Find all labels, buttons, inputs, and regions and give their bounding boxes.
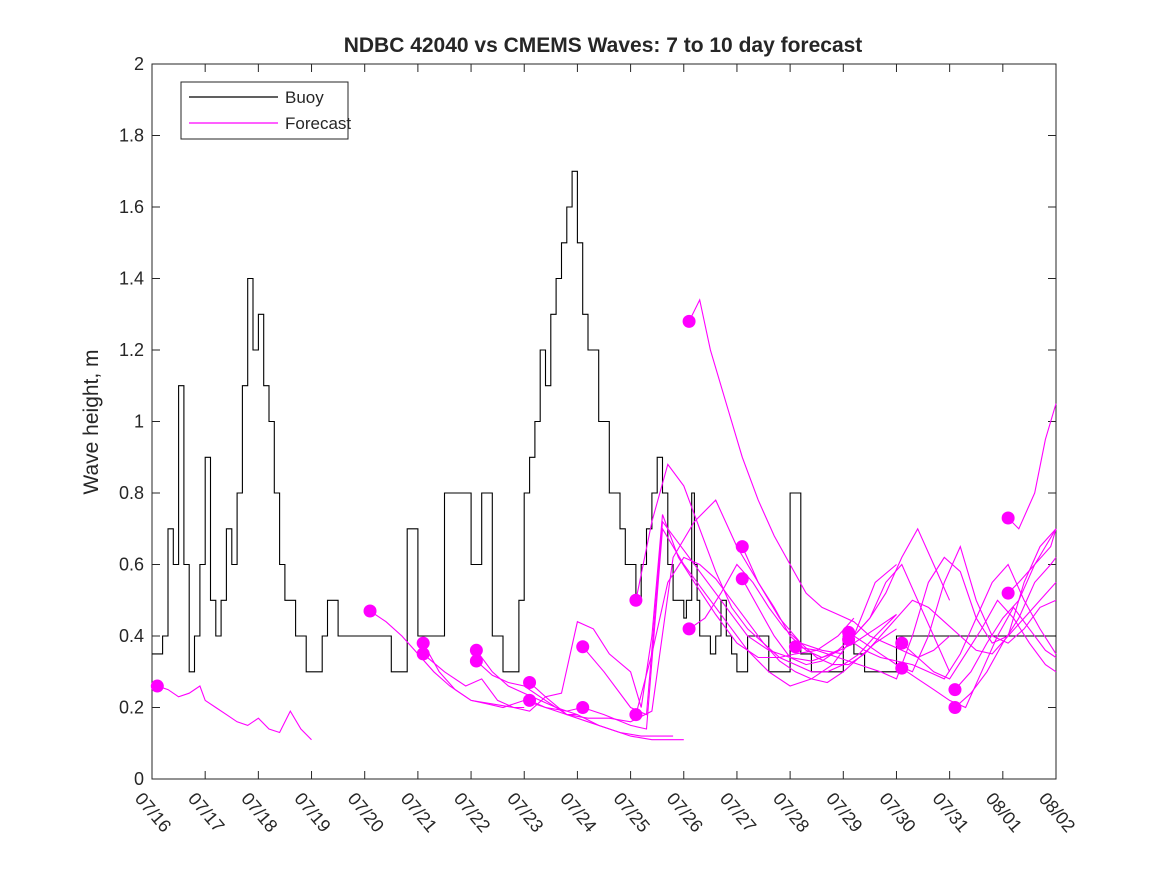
chart-title: NDBC 42040 vs CMEMS Waves: 7 to 10 day f…	[344, 34, 863, 57]
y-axis: 0 0.2 0.4 0.6 0.8 1 1.2 1.4 1.6 1.8 2	[119, 54, 1056, 789]
legend-buoy-label: Buoy	[285, 88, 324, 107]
forecast-start-marker	[416, 647, 430, 661]
x-axis: 07/16 07/17 07/18 07/19 07/20 07/21 07/22 07/23…	[131, 64, 1079, 836]
forecast-series-line	[476, 660, 684, 741]
forecast-start-marker	[469, 643, 483, 657]
forecast-start-marker	[788, 640, 802, 654]
x-tick-label: 07/17	[184, 789, 228, 836]
forecast-start-marker	[629, 593, 643, 607]
forecast-series-line	[901, 599, 1057, 680]
forecast-start-marker	[895, 636, 909, 650]
x-tick-label: 07/16	[131, 789, 175, 836]
forecast-start-marker	[469, 654, 483, 668]
y-tick-label: 1.2	[119, 340, 144, 360]
buoy-series-line	[152, 170, 1056, 673]
x-tick-label: 07/24	[556, 789, 600, 836]
forecast-series-line	[582, 527, 897, 730]
forecast-series-line	[848, 545, 1057, 673]
y-tick-label: 2	[134, 54, 144, 74]
y-tick-label: 0.8	[119, 483, 144, 503]
legend-box	[180, 81, 349, 140]
forecast-markers	[150, 314, 1015, 722]
forecast-series-line	[688, 528, 1057, 666]
y-tick-label: 1	[134, 412, 144, 432]
forecast-series-line	[422, 642, 583, 712]
y-axis-label: Wave height, m	[80, 349, 103, 494]
x-tick-label: 07/18	[237, 789, 281, 836]
forecast-series-line	[529, 514, 855, 708]
forecast-start-marker	[523, 693, 537, 707]
x-tick-label: 08/02	[1035, 789, 1079, 836]
forecast-series-line	[954, 528, 1057, 690]
y-tick-label: 0.2	[119, 698, 144, 718]
forecast-start-marker	[948, 683, 962, 697]
forecast-series-line	[529, 499, 844, 723]
forecast-series-line	[369, 610, 525, 709]
forecast-series-line	[688, 298, 950, 659]
forecast-start-marker	[1001, 511, 1015, 525]
forecast-series-line	[741, 546, 951, 673]
forecast-start-marker	[895, 661, 909, 675]
forecast-start-marker	[363, 604, 377, 618]
forecast-series-line	[475, 649, 674, 737]
x-tick-label: 07/25	[610, 789, 654, 836]
forecast-series-line	[795, 556, 1057, 680]
forecast-start-marker	[629, 708, 643, 722]
legend: Buoy Forecast	[180, 81, 351, 140]
forecast-start-marker	[1001, 586, 1015, 600]
plot-series	[152, 170, 1057, 741]
y-tick-label: 1.4	[119, 269, 144, 289]
x-tick-label: 07/23	[503, 789, 547, 836]
x-tick-label: 08/01	[982, 789, 1026, 836]
x-tick-label: 07/29	[822, 789, 866, 836]
y-tick-label: 0.4	[119, 626, 144, 646]
forecast-start-marker	[682, 314, 696, 328]
x-tick-label: 07/26	[663, 789, 707, 836]
legend-forecast-label: Forecast	[285, 114, 351, 133]
x-tick-label: 07/21	[397, 789, 441, 836]
y-tick-label: 1.8	[119, 126, 144, 146]
x-tick-label: 07/27	[716, 789, 760, 836]
forecast-series-line	[635, 556, 897, 715]
x-tick-label: 07/20	[344, 789, 388, 836]
x-tick-label: 07/30	[875, 789, 919, 836]
y-tick-label: 0	[134, 769, 144, 789]
x-tick-label: 07/19	[290, 789, 334, 836]
forecast-series-line	[1007, 403, 1057, 530]
forecast-series-line	[157, 685, 312, 741]
forecast-start-marker	[948, 701, 962, 714]
forecast-series-line	[422, 653, 578, 716]
x-tick-label: 07/28	[769, 789, 813, 836]
y-tick-label: 1.6	[119, 197, 144, 217]
forecast-start-marker	[735, 540, 749, 554]
forecast-start-marker	[735, 572, 749, 586]
forecast-series-line	[954, 557, 1057, 708]
forecast-start-marker	[576, 640, 590, 654]
x-tick-label: 07/31	[929, 789, 973, 836]
y-tick-label: 0.6	[119, 555, 144, 575]
x-tick-label: 07/22	[450, 789, 494, 836]
forecast-start-marker	[682, 622, 696, 636]
forecast-start-marker	[576, 701, 590, 714]
forecast-start-marker	[150, 679, 164, 693]
forecast-start-marker	[842, 633, 856, 647]
forecast-start-marker	[416, 636, 430, 650]
forecast-start-marker	[523, 675, 537, 689]
forecast-series-line	[901, 606, 1057, 709]
forecast-series-line	[1007, 528, 1057, 594]
